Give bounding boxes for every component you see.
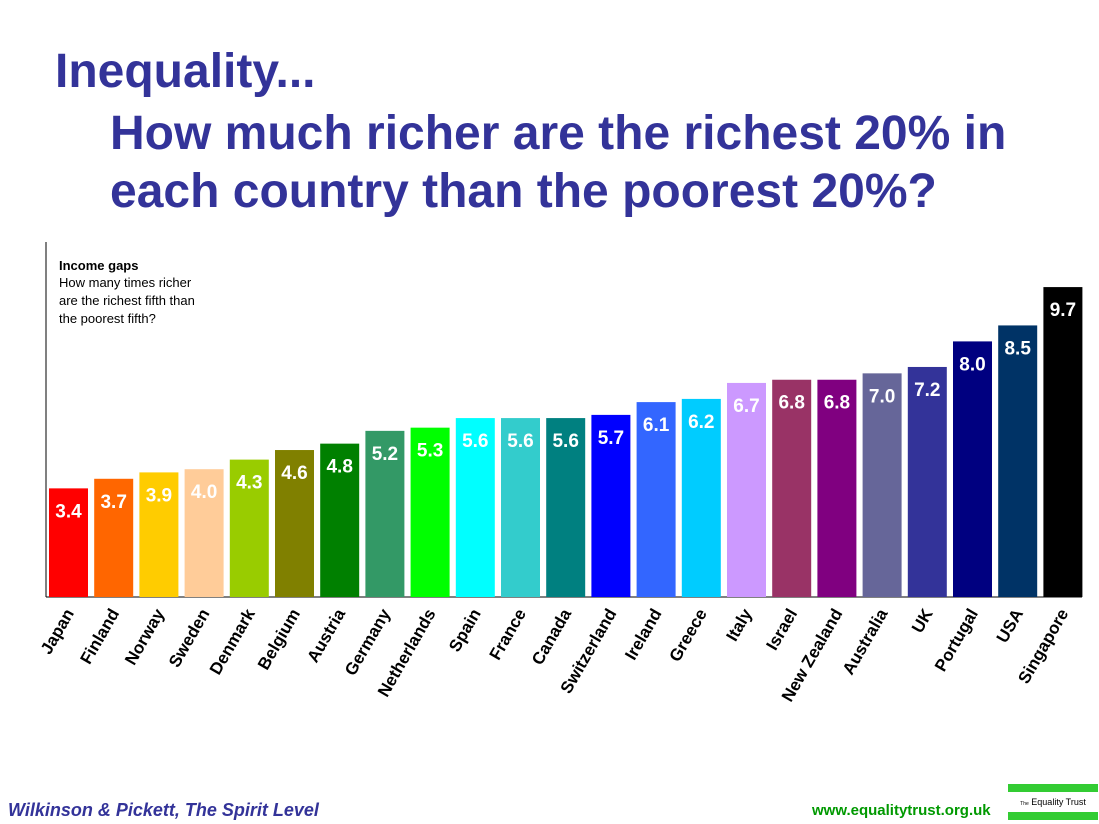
category-label: Sweden <box>165 606 214 671</box>
value-label: 4.0 <box>191 482 217 503</box>
title-line-2: How much richer are the richest 20% in e… <box>110 107 1007 218</box>
category-label: Denmark <box>206 605 259 678</box>
category-label: Belgium <box>254 606 304 674</box>
bar-italy <box>727 382 766 597</box>
bar-switzerland <box>591 414 631 597</box>
category-label: Greece <box>665 606 710 665</box>
bar-uk <box>907 366 947 597</box>
category-label: France <box>486 606 530 664</box>
value-label: 4.6 <box>281 463 307 484</box>
value-label: 6.7 <box>733 396 759 417</box>
value-label: 4.8 <box>326 457 352 478</box>
value-label: 5.6 <box>552 431 578 452</box>
bar-new-zealand <box>817 379 857 597</box>
logo-prefix: The <box>1020 801 1029 807</box>
category-label: Italy <box>722 605 756 644</box>
category-label: Canada <box>528 605 575 668</box>
value-label: 9.7 <box>1050 300 1076 321</box>
annotation-line-2: are the richest fifth than <box>59 293 195 308</box>
value-label: 5.2 <box>372 444 398 465</box>
bars-group: 3.4 Japan 3.7 Finland 3.9 Norway 4.0 Sweden 4.3 D… <box>37 287 1083 705</box>
category-label: UK <box>908 605 937 636</box>
bar-ireland <box>636 402 676 597</box>
bar-norway <box>139 472 179 597</box>
value-label: 3.4 <box>55 501 82 522</box>
annotation-title: Income gaps <box>59 258 138 273</box>
source-citation: Wilkinson & Pickett, The Spirit Level <box>8 800 319 820</box>
logo-stripe-bottom <box>1008 812 1098 820</box>
category-label: Spain <box>445 606 485 656</box>
value-label: 7.0 <box>869 386 895 407</box>
value-label: 6.8 <box>778 393 804 414</box>
bar-austria <box>320 443 360 597</box>
title-line-1: Inequality... <box>55 45 316 98</box>
category-label: Australia <box>839 605 892 678</box>
value-label: 5.6 <box>462 431 488 452</box>
category-label: Israel <box>762 606 801 654</box>
bar-belgium <box>275 450 314 597</box>
annotation-line-3: the poorest fifth? <box>59 311 156 326</box>
value-label: 5.3 <box>417 441 443 462</box>
logo-text: The Equality Trust <box>1008 797 1098 807</box>
bar-greece <box>681 398 721 597</box>
value-label: 8.0 <box>959 354 985 375</box>
income-gap-bar-chart: Income gaps How many times richer are th… <box>37 242 1083 705</box>
bar-usa <box>998 325 1038 597</box>
category-label: Norway <box>121 605 168 668</box>
bar-singapore <box>1043 287 1083 597</box>
bar-denmark <box>229 459 269 597</box>
bar-israel <box>772 379 812 597</box>
value-label: 6.8 <box>824 393 850 414</box>
bar-france <box>501 418 540 597</box>
bar-japan <box>49 488 88 597</box>
bar-sweden <box>184 469 224 597</box>
bar-finland <box>94 478 134 597</box>
value-label: 5.6 <box>507 431 533 452</box>
category-label: USA <box>993 605 1027 646</box>
bar-portugal <box>953 341 992 597</box>
category-label: Portugal <box>931 606 982 675</box>
bar-spain <box>455 418 495 597</box>
bar-australia <box>862 373 902 597</box>
website-link[interactable]: www.equalitytrust.org.uk <box>812 802 991 819</box>
equality-trust-logo: The Equality Trust <box>1008 784 1098 822</box>
logo-stripe-top <box>1008 784 1098 792</box>
category-label: Finland <box>76 606 123 668</box>
value-label: 4.3 <box>236 473 262 494</box>
annotation-line-1: How many times richer <box>59 275 192 290</box>
value-label: 8.5 <box>1004 338 1031 359</box>
value-label: 3.9 <box>146 485 172 506</box>
value-label: 3.7 <box>100 492 126 513</box>
value-label: 5.7 <box>598 428 624 449</box>
value-label: 6.2 <box>688 412 714 433</box>
bar-netherlands <box>410 427 450 597</box>
value-label: 7.2 <box>914 380 940 401</box>
bar-canada <box>546 418 586 597</box>
category-label: Ireland <box>621 606 665 664</box>
bar-germany <box>365 430 405 597</box>
logo-name: Equality Trust <box>1031 797 1086 807</box>
value-label: 6.1 <box>643 415 670 436</box>
category-label: Japan <box>37 606 78 658</box>
category-label: Austria <box>303 605 349 666</box>
